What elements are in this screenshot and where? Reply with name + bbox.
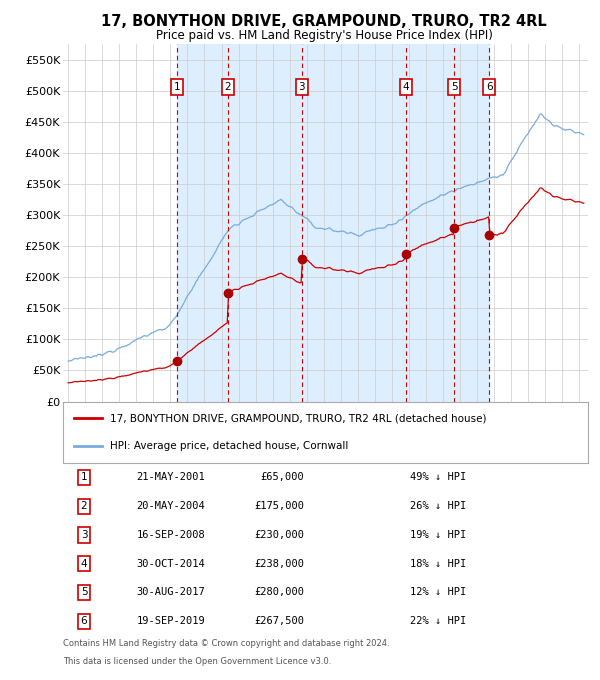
Text: HPI: Average price, detached house, Cornwall: HPI: Average price, detached house, Corn… (110, 441, 349, 452)
Text: £267,500: £267,500 (254, 616, 305, 626)
Text: £65,000: £65,000 (261, 473, 305, 483)
Text: 26% ↓ HPI: 26% ↓ HPI (409, 501, 466, 511)
Text: 30-OCT-2014: 30-OCT-2014 (137, 559, 205, 568)
Text: Contains HM Land Registry data © Crown copyright and database right 2024.: Contains HM Land Registry data © Crown c… (63, 639, 389, 647)
Text: £280,000: £280,000 (254, 588, 305, 598)
Text: 4: 4 (80, 559, 88, 568)
Bar (177, 44, 490, 401)
Text: 2: 2 (80, 501, 88, 511)
Text: 3: 3 (80, 530, 88, 540)
Text: 12% ↓ HPI: 12% ↓ HPI (409, 588, 466, 598)
Text: 5: 5 (451, 82, 458, 92)
Text: £238,000: £238,000 (254, 559, 305, 568)
Text: 3: 3 (298, 82, 305, 92)
Text: 5: 5 (80, 588, 88, 598)
Text: 6: 6 (80, 616, 88, 626)
Text: 30-AUG-2017: 30-AUG-2017 (137, 588, 205, 598)
Text: 16-SEP-2008: 16-SEP-2008 (137, 530, 205, 540)
Text: 1: 1 (173, 82, 180, 92)
Text: 21-MAY-2001: 21-MAY-2001 (137, 473, 205, 483)
Text: £230,000: £230,000 (254, 530, 305, 540)
Text: 19% ↓ HPI: 19% ↓ HPI (409, 530, 466, 540)
Text: Price paid vs. HM Land Registry's House Price Index (HPI): Price paid vs. HM Land Registry's House … (155, 29, 493, 41)
Text: 17, BONYTHON DRIVE, GRAMPOUND, TRURO, TR2 4RL (detached house): 17, BONYTHON DRIVE, GRAMPOUND, TRURO, TR… (110, 413, 487, 423)
Text: 49% ↓ HPI: 49% ↓ HPI (409, 473, 466, 483)
Text: 17, BONYTHON DRIVE, GRAMPOUND, TRURO, TR2 4RL: 17, BONYTHON DRIVE, GRAMPOUND, TRURO, TR… (101, 14, 547, 29)
Text: 4: 4 (403, 82, 409, 92)
Text: £175,000: £175,000 (254, 501, 305, 511)
Text: 2: 2 (224, 82, 232, 92)
Text: 22% ↓ HPI: 22% ↓ HPI (409, 616, 466, 626)
Text: This data is licensed under the Open Government Licence v3.0.: This data is licensed under the Open Gov… (63, 657, 331, 666)
Text: 18% ↓ HPI: 18% ↓ HPI (409, 559, 466, 568)
Text: 20-MAY-2004: 20-MAY-2004 (137, 501, 205, 511)
Text: 6: 6 (486, 82, 493, 92)
Text: 19-SEP-2019: 19-SEP-2019 (137, 616, 205, 626)
Text: 1: 1 (80, 473, 88, 483)
